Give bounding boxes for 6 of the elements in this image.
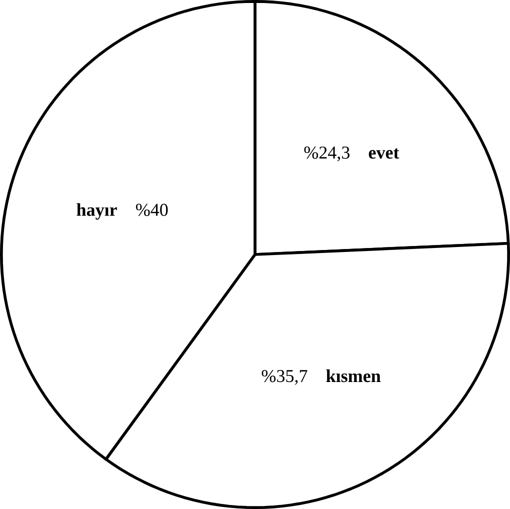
slice-label: kısmen — [326, 369, 381, 382]
data-label: %40 — [136, 204, 168, 216]
slice-label: hayır — [76, 203, 117, 220]
slice-label: evet — [368, 148, 400, 159]
data-label: %24,3 — [304, 146, 350, 162]
data-label: %35,7 — [262, 370, 308, 385]
